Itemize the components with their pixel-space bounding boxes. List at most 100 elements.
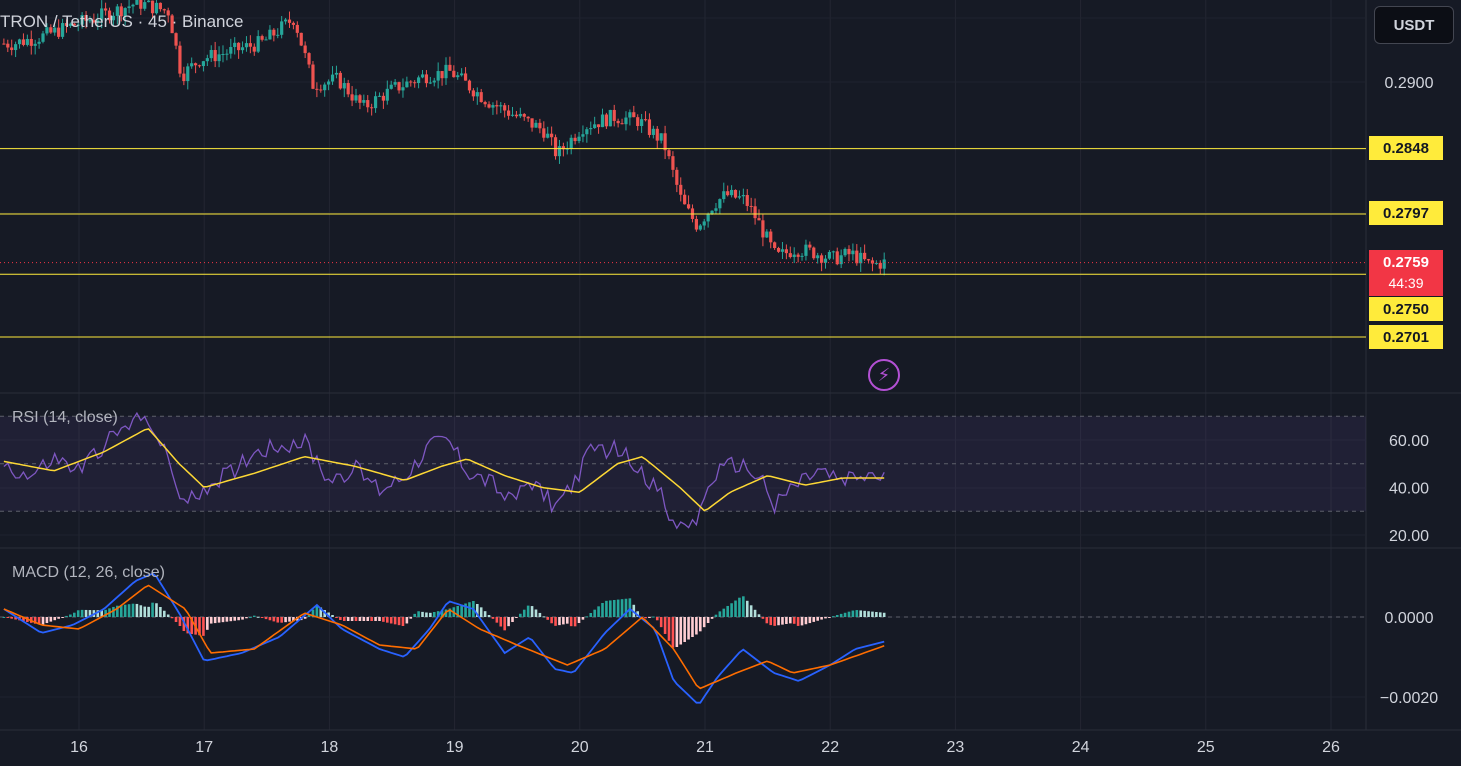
- macd-hist-148: [581, 617, 585, 620]
- macd-hist-129: [507, 617, 510, 627]
- candle-body-189: [741, 195, 745, 197]
- macd-hist-28: [112, 606, 115, 617]
- candle-body-164: [643, 119, 648, 121]
- candle-body-49: [193, 63, 198, 66]
- candle-body-32: [127, 6, 131, 9]
- macd-hist-137: [538, 612, 542, 617]
- macd-hist-121: [475, 604, 479, 617]
- macd-hist-73: [288, 617, 291, 622]
- candle-body-215: [843, 248, 847, 256]
- macd-hist-35: [139, 605, 143, 617]
- candle-body-208: [816, 255, 820, 259]
- candle-body-200: [784, 249, 788, 254]
- macd-hist-104: [409, 617, 413, 619]
- candle-body-159: [624, 117, 628, 125]
- candle-body-28: [111, 15, 116, 21]
- candle-body-36: [143, 2, 147, 9]
- candle-body-55: [217, 54, 221, 62]
- candle-body-188: [737, 196, 742, 198]
- candle-body-181: [710, 210, 714, 214]
- macd-hist-38: [151, 602, 154, 617]
- candle-body-211: [827, 252, 832, 259]
- candle-body-29: [115, 6, 119, 16]
- macd-tick-1: −0.0020: [1380, 690, 1438, 707]
- candle-body-47: [186, 66, 190, 82]
- candle-body-132: [518, 113, 522, 117]
- candle-body-152: [596, 124, 601, 128]
- candle-body-39: [154, 2, 159, 14]
- rsi-label[interactable]: RSI (14, close): [12, 409, 118, 426]
- macd-hist-2: [10, 617, 14, 619]
- candle-body-173: [679, 184, 683, 195]
- candle-body-174: [683, 194, 687, 205]
- candle-body-195: [765, 231, 769, 238]
- level-tag-2[interactable]: 0.2750: [1369, 297, 1443, 321]
- level-tag-1[interactable]: 0.2797: [1369, 201, 1443, 225]
- candle-body-9: [37, 41, 41, 44]
- macd-hist-86: [339, 617, 342, 620]
- macd-hist-71: [280, 617, 283, 623]
- macd-hist-116: [456, 606, 460, 617]
- candle-body-158: [620, 123, 624, 125]
- macd-hist-25: [100, 610, 103, 617]
- candle-body-30: [119, 6, 123, 17]
- macd-hist-199: [781, 617, 784, 625]
- level-tag-3[interactable]: 0.2701: [1369, 325, 1443, 349]
- macd-hist-37: [147, 606, 150, 617]
- candle-body-7: [29, 38, 33, 46]
- candle-body-71: [280, 21, 284, 35]
- macd-hist-154: [605, 600, 608, 617]
- macd-hist-177: [695, 617, 698, 635]
- macd-hist-56: [221, 617, 225, 623]
- candle-body-41: [162, 9, 166, 11]
- macd-hist-130: [511, 617, 514, 622]
- currency-button[interactable]: USDT: [1374, 6, 1454, 44]
- macd-hist-34: [135, 603, 139, 617]
- candle-body-122: [479, 92, 483, 103]
- lightning-icon[interactable]: ⚡︎: [868, 359, 900, 391]
- macd-hist-106: [417, 611, 420, 617]
- macd-hist-196: [769, 617, 773, 626]
- candle-body-207: [812, 247, 816, 259]
- macd-hist-221: [867, 611, 870, 617]
- macd-hist-187: [734, 600, 737, 617]
- macd-hist-205: [804, 617, 808, 625]
- macd-hist-139: [546, 617, 550, 620]
- candle-body-111: [436, 71, 440, 81]
- candle-body-205: [804, 244, 808, 256]
- macd-hist-48: [190, 617, 193, 634]
- candle-body-17: [68, 23, 72, 26]
- macd-hist-43: [170, 617, 174, 619]
- symbol-title[interactable]: TRON / TetherUS · 45 · Binance: [0, 12, 244, 31]
- candle-body-107: [420, 74, 425, 78]
- candle-body-163: [640, 119, 644, 127]
- macd-hist-166: [652, 616, 655, 618]
- candle-body-2: [10, 47, 14, 51]
- macd-hist-200: [785, 617, 788, 624]
- macd-hist-101: [397, 617, 401, 626]
- x-tick-26: 26: [1322, 739, 1340, 756]
- x-tick-16: 16: [70, 739, 88, 756]
- macd-hist-126: [495, 617, 499, 623]
- candle-body-78: [307, 53, 311, 65]
- macd-hist-108: [425, 612, 428, 617]
- candle-body-48: [190, 63, 194, 67]
- macd-hist-189: [742, 596, 745, 617]
- macd-hist-216: [847, 611, 851, 617]
- candle-body-69: [272, 29, 276, 36]
- macd-hist-118: [464, 603, 467, 617]
- macd-hist-214: [839, 613, 843, 617]
- candle-body-146: [573, 137, 577, 142]
- candle-body-65: [256, 36, 260, 52]
- macd-hist-30: [119, 605, 123, 617]
- macd-hist-85: [335, 617, 338, 618]
- level-tag-0[interactable]: 0.2848: [1369, 136, 1443, 160]
- macd-hist-194: [761, 617, 765, 619]
- macd-hist-164: [644, 617, 647, 619]
- candle-body-139: [546, 133, 550, 138]
- candle-body-118: [463, 73, 468, 81]
- macd-hist-122: [479, 607, 483, 617]
- x-tick-19: 19: [446, 739, 464, 756]
- macd-label[interactable]: MACD (12, 26, close): [12, 564, 165, 581]
